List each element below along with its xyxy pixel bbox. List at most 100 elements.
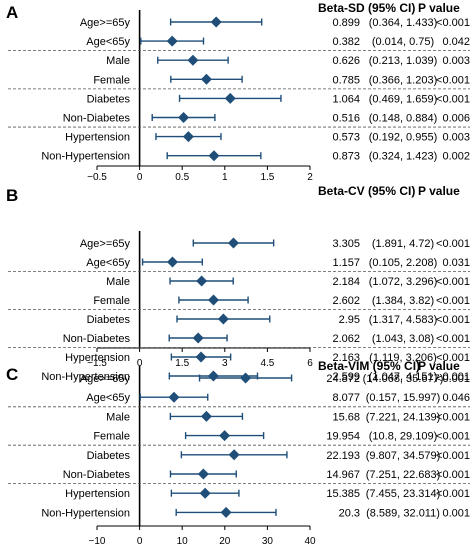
beta-value: 2.184: [332, 276, 360, 288]
estimate-marker: [197, 468, 209, 480]
x-tick-label: 0.5: [175, 172, 189, 183]
ci-value: (1.119, 3.206): [369, 352, 437, 364]
p-value: 0.003: [442, 132, 470, 144]
x-tick-label: 3: [222, 358, 228, 369]
row-label: Hypertension: [65, 488, 130, 500]
estimate-marker: [178, 112, 190, 123]
p-value: <0.001: [436, 295, 470, 307]
x-tick-label: 1.5: [175, 358, 189, 369]
row-label: Hypertension: [65, 352, 130, 364]
estimate-marker: [200, 410, 212, 422]
beta-value: 3.305: [332, 238, 360, 250]
ci-value: (9.807, 34.579): [366, 450, 441, 462]
estimate-marker: [207, 370, 219, 382]
beta-value: 0.626: [332, 55, 360, 67]
row-label: Non-Hypertension: [41, 371, 130, 383]
estimate-marker: [166, 256, 178, 268]
estimate-marker: [220, 506, 232, 518]
row-label: Female: [93, 74, 130, 86]
row-label: Female: [93, 431, 130, 443]
beta-value: 2.163: [332, 352, 360, 364]
row-label: Male: [106, 55, 130, 67]
beta-value: 0.785: [332, 74, 360, 86]
ci-value: (0.366, 1.203): [369, 74, 438, 86]
ci-value: (0.014, 0.75): [372, 36, 434, 48]
estimate-marker: [207, 294, 219, 306]
panel-letter: B: [6, 186, 18, 205]
row-label: Age<65y: [86, 257, 130, 269]
p-value: <0.001: [436, 276, 470, 288]
beta-value: 2.602: [332, 295, 360, 307]
beta-value: 14.967: [326, 469, 360, 481]
ci-value: (14.068, 35.677): [363, 373, 444, 385]
p-value: 0.003: [442, 55, 470, 67]
row-label: Non-Hypertension: [41, 507, 130, 519]
row-label: Diabetes: [87, 93, 131, 105]
row-label: Non-Diabetes: [63, 469, 131, 481]
p-value: <0.001: [436, 469, 470, 481]
p-value: <0.001: [436, 17, 470, 29]
beta-value: 2.95: [339, 314, 360, 326]
x-tick-label: −0.5: [87, 172, 107, 183]
beta-value: 0.899: [332, 17, 360, 29]
row-label: Non-Diabetes: [63, 333, 131, 345]
x-tick-label: 30: [262, 536, 274, 547]
row-label: Non-Hypertension: [41, 151, 130, 163]
estimate-marker: [200, 73, 212, 85]
x-tick-label: 1: [222, 172, 228, 183]
estimate-marker: [182, 131, 194, 143]
p-value: 0.042: [442, 36, 470, 48]
ci-value: (1.891, 4.72): [372, 238, 434, 250]
estimate-marker: [217, 313, 229, 325]
p-value: 0.046: [442, 392, 470, 404]
row-label: Age>=65y: [80, 17, 131, 29]
row-label: Age>=65y: [80, 238, 131, 250]
row-label: Age<65y: [86, 36, 130, 48]
beta-value: 15.68: [332, 411, 360, 423]
estimate-marker: [195, 351, 207, 363]
p-value: <0.001: [436, 314, 470, 326]
p-value: <0.001: [436, 373, 470, 385]
ci-value: (1.047, 4.151): [369, 371, 438, 383]
row-label: Non-Diabetes: [63, 113, 131, 125]
ci-value: (1.072, 3.296): [369, 276, 438, 288]
p-value: 0.006: [442, 113, 470, 125]
ci-value: (0.105, 2.208): [369, 257, 438, 269]
estimate-marker: [228, 449, 240, 461]
beta-value: 0.573: [332, 132, 360, 144]
p-value: <0.001: [436, 238, 470, 250]
x-tick-label: 0: [137, 536, 143, 547]
estimate-marker: [166, 35, 178, 47]
estimate-marker: [192, 332, 204, 344]
p-value: <0.001: [436, 352, 470, 364]
p-value: <0.001: [436, 450, 470, 462]
p-value: <0.001: [436, 488, 470, 500]
panel-letter: C: [6, 365, 18, 384]
beta-value: 8.077: [332, 392, 360, 404]
ci-value: (7.251, 22.683): [366, 469, 441, 481]
p-value-header: P value: [418, 359, 460, 373]
beta-value: 0.382: [332, 36, 360, 48]
x-tick-label: −1.5: [87, 358, 107, 369]
x-tick-label: 4.5: [260, 358, 274, 369]
row-label: Diabetes: [87, 314, 131, 326]
beta-value: 19.954: [326, 431, 360, 443]
p-value: 0.001: [442, 507, 470, 519]
ci-value: (0.324, 1.423): [369, 151, 438, 163]
p-value: 0.002: [442, 151, 470, 163]
row-label: Female: [93, 295, 130, 307]
p-value: <0.001: [436, 411, 470, 423]
p-value: <0.001: [436, 333, 470, 345]
estimate-marker: [187, 54, 199, 66]
ci-value: (0.148, 0.884): [369, 113, 438, 125]
estimate-marker: [196, 275, 208, 287]
ci-value: (10.8, 29.109): [369, 431, 438, 443]
estimate-marker: [227, 237, 239, 249]
beta-value: 20.3: [339, 507, 360, 519]
beta-value: 1.157: [332, 257, 360, 269]
ci-value: (1.043, 3.08): [372, 333, 434, 345]
ci-value: (0.192, 0.955): [369, 132, 438, 144]
p-value: <0.001: [436, 74, 470, 86]
estimate-marker: [224, 92, 236, 104]
